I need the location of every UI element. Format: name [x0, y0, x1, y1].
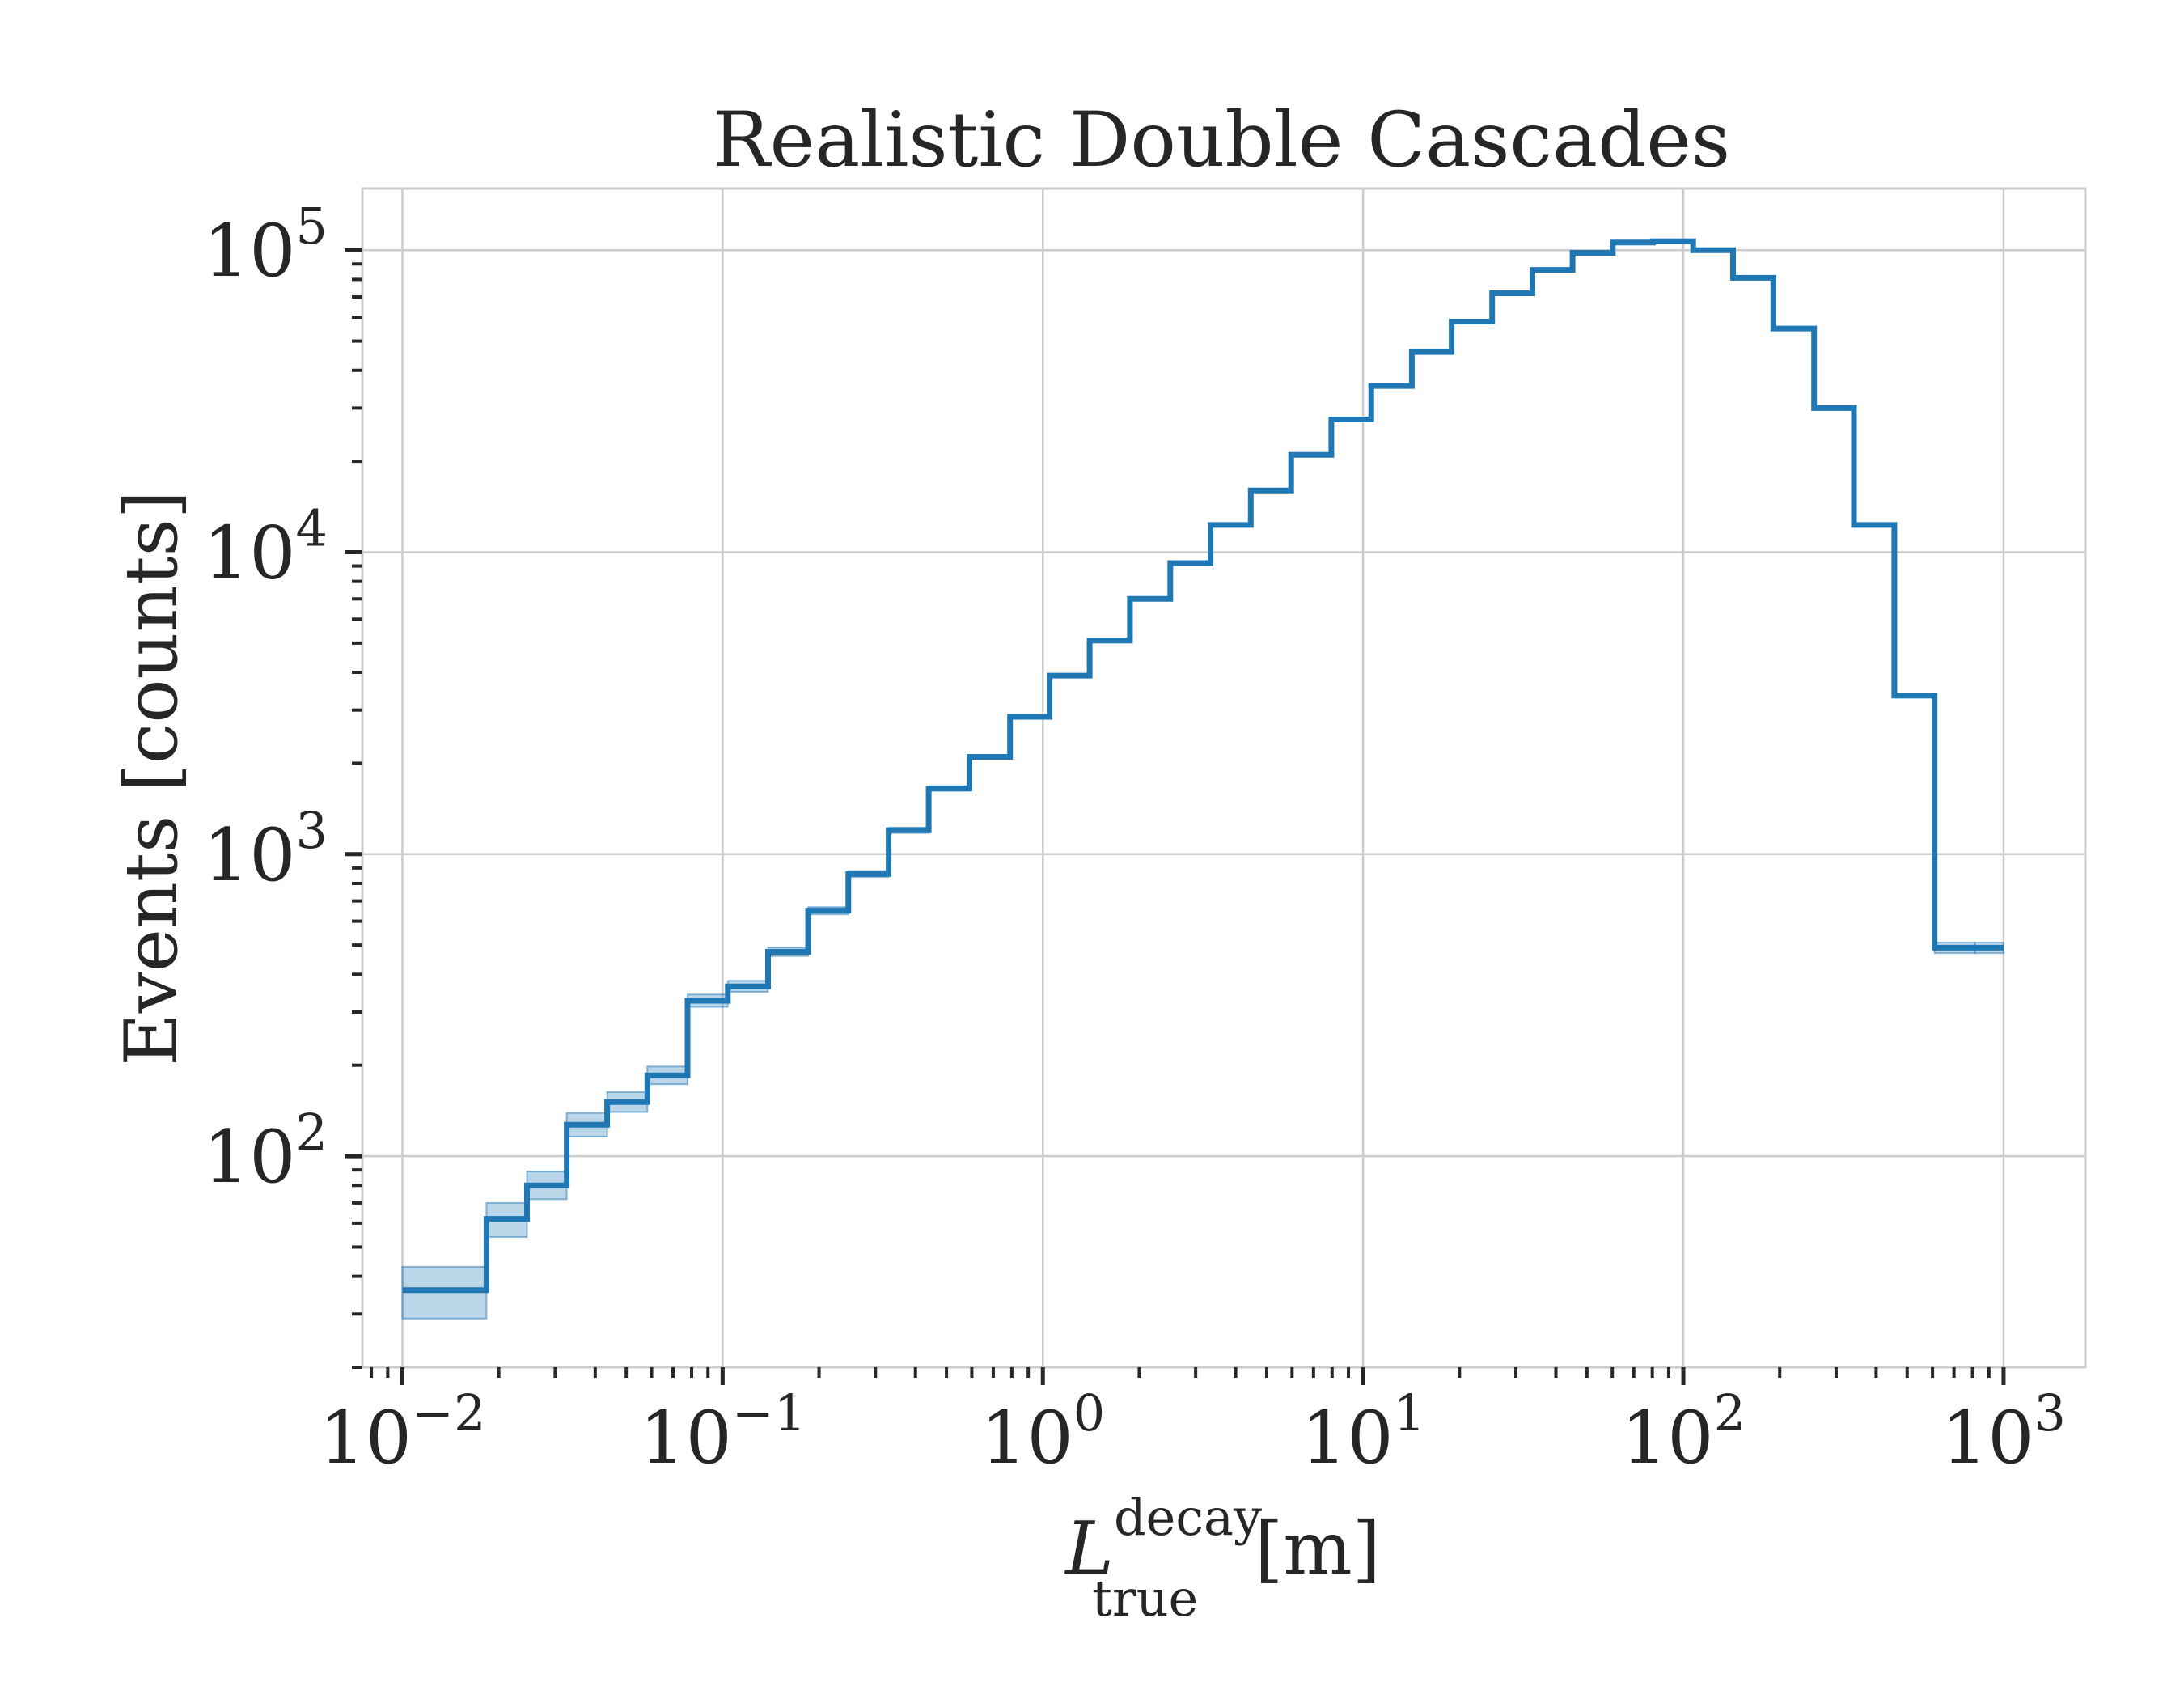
x-tick-labels: 10−2 10−1 100 101 102 103 — [319, 1383, 2065, 1481]
x-tick-label: 10−2 — [319, 1383, 485, 1481]
y-tick-labels: 102 103 104 105 — [203, 197, 328, 1200]
histogram-series — [402, 238, 2004, 1294]
x-tick-label: 10−1 — [639, 1383, 806, 1481]
x-axis-label: Ldecay true[m] — [1064, 1488, 1381, 1628]
x-tick-label: 103 — [1941, 1383, 2066, 1481]
x-tick-label: 100 — [980, 1383, 1105, 1481]
histogram-step-line — [402, 238, 2004, 1294]
y-axis-label: Events [counts] — [109, 490, 194, 1066]
y-tick-label: 102 — [203, 1103, 328, 1200]
x-tick-label: 102 — [1621, 1383, 1746, 1481]
grid — [362, 189, 2085, 1367]
chart-title: Realistic Double Cascades — [713, 96, 1730, 184]
plot-frame — [361, 187, 2087, 1369]
axis-ticks — [345, 248, 2006, 1385]
y-tick-label: 105 — [203, 197, 328, 294]
y-tick-label: 103 — [203, 801, 328, 898]
y-tick-label: 104 — [203, 498, 328, 595]
x-tick-label: 101 — [1301, 1383, 1425, 1481]
